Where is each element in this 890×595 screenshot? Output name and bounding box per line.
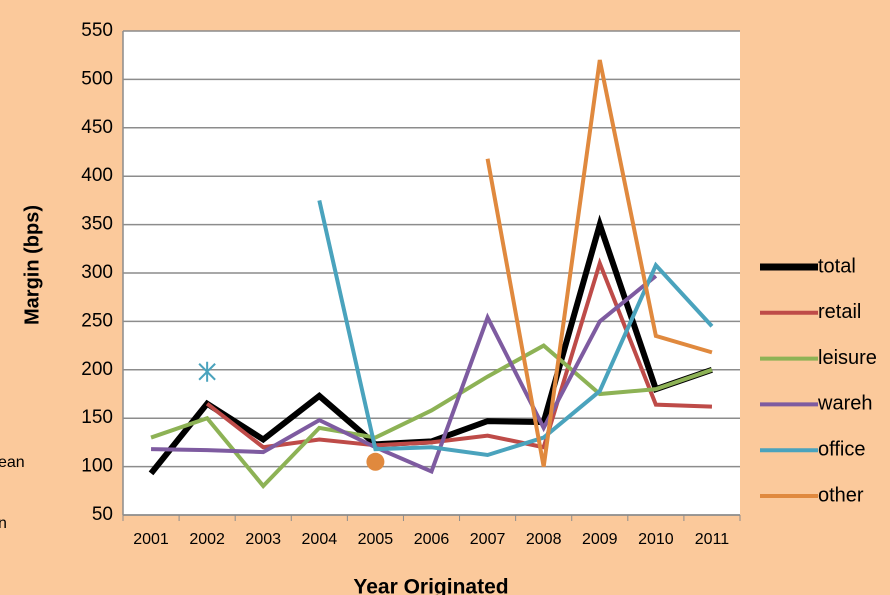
- x-tick-label: 2011: [695, 531, 730, 548]
- legend-label: leisure: [818, 347, 877, 369]
- x-tick-label: 2003: [245, 531, 281, 548]
- x-tick-label: 2009: [582, 531, 618, 548]
- y-tick-label: 100: [81, 456, 113, 477]
- x-tick-label: 2007: [470, 531, 506, 548]
- legend-label: office: [818, 438, 865, 460]
- y-tick-label: 50: [92, 504, 113, 525]
- x-axis-title: Year Originated: [353, 576, 508, 595]
- x-tick-label: 2004: [302, 531, 338, 548]
- legend-label: retail: [818, 301, 861, 323]
- y-tick-label: 450: [81, 117, 113, 138]
- marker: [366, 452, 385, 471]
- y-tick-label: 400: [81, 165, 113, 186]
- annotation: ean: [0, 454, 25, 471]
- marker: [198, 361, 216, 382]
- legend-label: total: [818, 255, 856, 277]
- x-tick-label: 2005: [358, 531, 394, 548]
- legend-label: other: [818, 484, 864, 506]
- line-series: [151, 274, 658, 475]
- y-axis-title: Margin (bps): [21, 205, 43, 325]
- y-tick-label: 150: [81, 407, 113, 428]
- line-series: [485, 59, 713, 467]
- x-tick-label: 2010: [638, 531, 674, 548]
- annotation: n: [0, 515, 7, 532]
- x-tick-label: 2002: [189, 531, 225, 548]
- line-series: [205, 257, 713, 450]
- y-tick-label: 500: [81, 68, 113, 89]
- y-tick-label: 350: [81, 214, 113, 235]
- y-tick-label: 550: [81, 20, 113, 41]
- x-tick-label: 2001: [133, 531, 169, 548]
- x-tick-label: 2008: [526, 531, 562, 548]
- y-tick-label: 250: [81, 310, 113, 331]
- legend-label: wareh: [817, 393, 872, 415]
- line-series: [150, 343, 713, 489]
- x-tick-label: 2006: [414, 531, 450, 548]
- y-tick-label: 200: [81, 359, 113, 380]
- y-tick-label: 300: [81, 262, 113, 283]
